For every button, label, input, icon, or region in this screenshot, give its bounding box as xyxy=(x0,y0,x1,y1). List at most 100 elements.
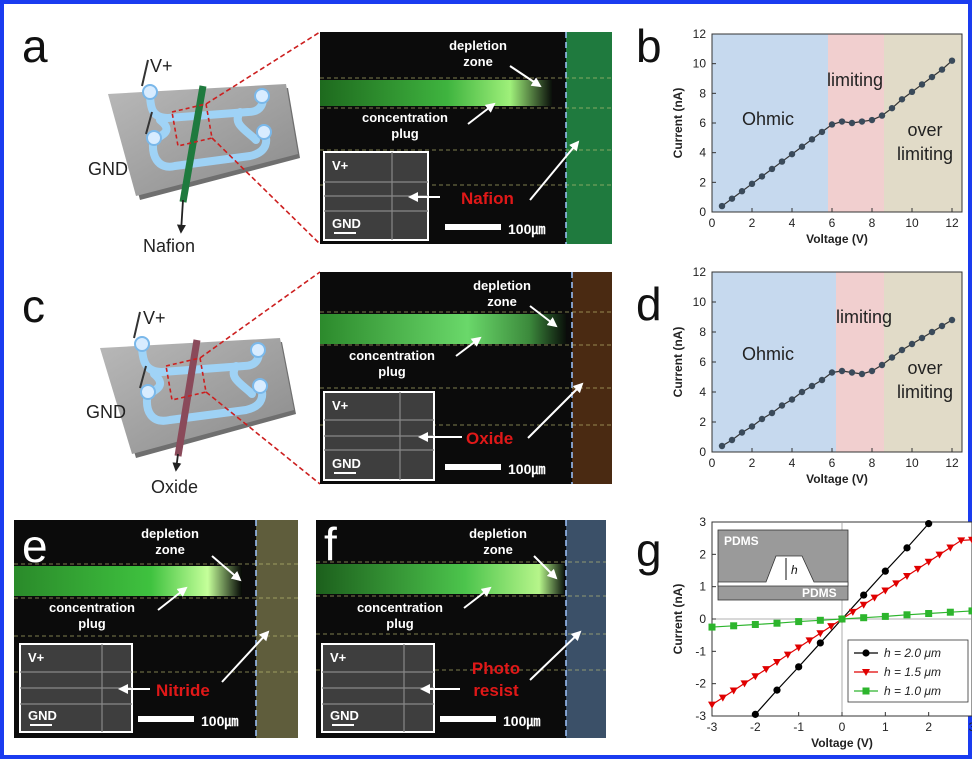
legend-marker xyxy=(862,687,870,695)
inset-label: PDMS xyxy=(802,586,837,600)
data-point xyxy=(751,620,759,628)
panel-c-micrograph: depletion zone concentration plug V+ GND O… xyxy=(320,272,612,484)
inset-gnd-label: GND xyxy=(28,708,57,723)
legend-marker xyxy=(862,649,870,657)
region-label: Ohmic xyxy=(742,344,794,364)
data-point xyxy=(728,195,736,202)
x-tick-label: 2 xyxy=(749,216,756,230)
y-tick-label: 4 xyxy=(699,385,706,399)
nafion-pointer xyxy=(176,199,186,234)
panel-a-chip: a V+ GND Nafion xyxy=(22,20,321,256)
data-point xyxy=(808,136,816,143)
data-point xyxy=(881,612,889,620)
data-point xyxy=(860,614,868,622)
data-point xyxy=(816,630,825,638)
data-point xyxy=(948,316,956,324)
y-tick-label: 0 xyxy=(699,612,706,626)
y-tick-label: 8 xyxy=(699,325,706,339)
data-point xyxy=(798,388,806,396)
x-tick-label: 0 xyxy=(709,456,716,470)
data-point xyxy=(778,402,786,409)
inset-label: PDMS xyxy=(724,534,759,548)
y-tick-label: 0 xyxy=(699,445,706,459)
data-point xyxy=(718,694,727,702)
legend-label: h = 1.5 μm xyxy=(884,665,941,679)
x-tick-label: -1 xyxy=(793,720,804,734)
inset-gnd-label: GND xyxy=(332,456,361,471)
reservoir xyxy=(256,124,272,140)
channel-cross-section xyxy=(717,555,849,587)
x-tick-label: 4 xyxy=(789,456,796,470)
data-point xyxy=(881,567,889,575)
inset-gnd-label: GND xyxy=(330,708,359,723)
x-tick-label: 4 xyxy=(789,216,796,230)
panel-c-chip: c V+ GND Oxide xyxy=(22,271,321,497)
reservoir xyxy=(142,84,158,100)
y-tick-label: 8 xyxy=(699,86,706,100)
data-point xyxy=(728,436,736,444)
material-callout: Nafion xyxy=(461,189,514,208)
data-point xyxy=(788,396,796,403)
data-point xyxy=(918,334,926,342)
panel-f-micrograph: f depletion zone concentration plug V+ GND… xyxy=(316,518,606,738)
scale-label: 100㎛ xyxy=(508,221,545,239)
gnd-label: GND xyxy=(88,159,128,179)
zoom-region-box xyxy=(171,103,213,147)
data-point xyxy=(708,623,716,631)
data-point xyxy=(730,622,738,630)
data-point xyxy=(838,615,846,623)
data-point xyxy=(798,143,806,150)
region-label: limiting xyxy=(897,382,953,402)
data-point xyxy=(860,591,868,599)
depletion-label: depletion zone xyxy=(473,278,531,309)
region-label: Ohmic xyxy=(742,109,794,129)
data-point xyxy=(848,608,857,616)
data-point xyxy=(718,442,726,450)
data-point xyxy=(948,57,956,64)
depletion-label: depletion zone xyxy=(449,38,507,69)
y-tick-label: 2 xyxy=(699,175,706,189)
reservoir xyxy=(254,88,270,104)
data-point xyxy=(773,686,781,694)
region-label: limiting xyxy=(827,70,883,90)
scale-bar xyxy=(440,716,496,722)
data-point xyxy=(946,544,955,552)
region-label: over xyxy=(907,358,942,378)
inset-v-label: V+ xyxy=(28,650,45,665)
y-tick-label: -3 xyxy=(695,709,706,723)
y-tick-label: 2 xyxy=(699,547,706,561)
panel-letter-g: g xyxy=(636,524,662,576)
data-point xyxy=(773,619,781,627)
y-tick-label: 2 xyxy=(699,415,706,429)
y-axis-label: Current (nA) xyxy=(671,88,685,159)
x-tick-label: 10 xyxy=(905,216,919,230)
data-point xyxy=(768,165,776,173)
zoom-line xyxy=(205,31,321,105)
data-point xyxy=(762,666,771,674)
membrane-band xyxy=(566,520,606,738)
x-tick-label: 12 xyxy=(945,456,959,470)
plug-label: concentration plug xyxy=(357,600,443,631)
data-point xyxy=(858,370,866,378)
panel-e-micrograph: e depletion zone concentration plug V+ GND… xyxy=(14,520,298,738)
x-axis-label: Voltage (V) xyxy=(806,232,868,246)
material-label: Nafion xyxy=(143,236,195,256)
x-tick-label: -2 xyxy=(750,720,761,734)
material-callout: Nitride xyxy=(156,681,210,700)
data-point xyxy=(928,328,936,336)
x-tick-label: 0 xyxy=(709,216,716,230)
inset-v-label: V+ xyxy=(332,158,349,173)
data-point xyxy=(838,118,846,125)
electrode-wire xyxy=(145,111,153,135)
x-tick-label: 8 xyxy=(869,216,876,230)
data-point xyxy=(848,369,856,376)
data-point xyxy=(878,112,886,119)
data-point xyxy=(924,558,933,566)
region-band xyxy=(712,272,836,452)
x-tick-label: 12 xyxy=(945,216,959,230)
y-tick-label: -2 xyxy=(695,677,706,691)
zoom-line xyxy=(211,137,321,245)
y-axis-label: Current (nA) xyxy=(671,584,685,655)
data-point xyxy=(748,423,756,430)
